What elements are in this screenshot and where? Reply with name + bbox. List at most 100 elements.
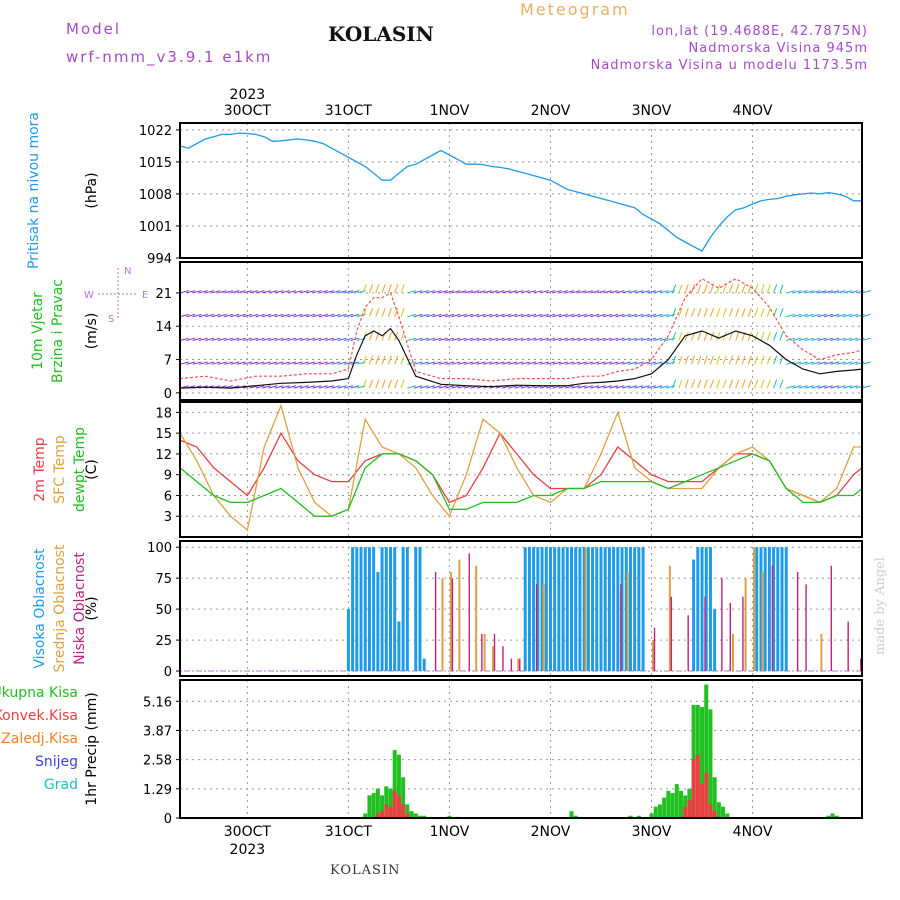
wind-barb (261, 337, 271, 342)
total-precip-bar (384, 786, 389, 818)
high-cloud-bar (544, 547, 548, 672)
wind-barb (728, 331, 733, 341)
low-cloud-bar (481, 633, 483, 672)
x-day-label: 4NOV (733, 824, 773, 840)
wind-barb (861, 337, 871, 342)
wind-barb (533, 337, 543, 342)
wind-barb (192, 290, 202, 294)
wind-barb (728, 355, 733, 365)
precip-legend-label: Snijeg (35, 754, 78, 770)
wind-barb (280, 361, 290, 365)
wind-barb (836, 290, 846, 294)
low-cloud-bar (860, 658, 862, 672)
wind-barb (533, 290, 543, 294)
wind-barb (615, 290, 625, 294)
wind-barb (344, 337, 354, 342)
high-cloud-bar (536, 547, 540, 672)
wind-barb (546, 313, 556, 318)
wind-barb (565, 337, 575, 342)
total-precip-bar (649, 813, 654, 818)
wind-barb (407, 337, 417, 342)
mid-cloud-bar (517, 658, 520, 672)
high-cloud-bar (532, 547, 536, 672)
wind-barb (773, 379, 778, 389)
wind-barb (615, 313, 625, 318)
wind-barb (318, 290, 328, 294)
wind-barb (773, 331, 778, 341)
wind-barb (350, 313, 360, 318)
wind-barb (438, 361, 448, 365)
y-tick-label: 2.58 (143, 754, 172, 769)
wind-barb (798, 290, 808, 294)
wind-barb (280, 385, 290, 389)
wind-barb (224, 290, 234, 294)
y-tick-label: 14 (155, 320, 172, 335)
wind-barb (438, 337, 448, 342)
total-precip-bar (708, 709, 713, 818)
wind-barb (539, 361, 549, 365)
compass-w: W (84, 290, 94, 301)
wind-barb (621, 361, 631, 365)
precip-legend-label: Zaledj.Kisa (1, 731, 78, 747)
wind-barb (590, 313, 600, 318)
wind-barb (684, 284, 689, 294)
y-tick-label: 100 (147, 541, 172, 556)
wind-barb (261, 385, 271, 389)
wind-barb (773, 355, 778, 365)
conv-precip-bar (712, 811, 717, 818)
wind-barb (659, 385, 669, 389)
y-tick-label: 0 (164, 665, 172, 680)
unit-label: 1hr Precip (mm) (84, 692, 100, 805)
total-precip-bar (405, 804, 410, 818)
wind-barb (647, 313, 657, 318)
wind-barb (495, 361, 505, 365)
wind-barb (527, 385, 537, 389)
wind-barb (684, 308, 689, 317)
compass-e: E (142, 290, 148, 301)
wind-barb (280, 337, 290, 342)
elevation-label: Nadmorska Visina 945m (688, 41, 868, 56)
wind-barb (217, 361, 227, 365)
wind-barb (842, 313, 852, 318)
wind-barb (217, 337, 227, 342)
wind-barb (375, 355, 380, 365)
wind-barb (716, 379, 721, 389)
wind-barb (457, 313, 467, 318)
wind-barb (571, 313, 581, 318)
model-name: wrf-nmm_v3.9.1 e1km (66, 48, 273, 66)
wind-barb (318, 385, 328, 389)
wind-barb (558, 290, 568, 294)
wind-barb (747, 331, 752, 341)
wind-barb (344, 290, 354, 294)
panel-frame (179, 679, 863, 819)
x-day-label: 2NOV (531, 103, 571, 119)
wind-barb (640, 290, 650, 294)
panel-pressure: 994 1001 1008 1015 1022 Pritisak na nivou mor… (26, 112, 862, 269)
wind-barb (722, 355, 727, 365)
unit-label: (hPa) (84, 172, 100, 208)
wind-barb (179, 290, 189, 294)
wind-barb (621, 337, 631, 342)
wind-barb (445, 337, 455, 342)
wind-barb (640, 313, 650, 318)
compass-n: N (124, 266, 131, 277)
total-precip-bar (363, 813, 368, 818)
wind-barb (634, 361, 644, 365)
wind-barb (811, 313, 821, 318)
high-cloud-bar (784, 547, 788, 672)
wind-barb (747, 284, 752, 294)
wind-barb (508, 290, 518, 294)
wind-barb (236, 361, 246, 365)
wind-barb (577, 313, 587, 318)
wind-barbs (179, 284, 871, 389)
wind-barb (362, 379, 367, 389)
wind-barb (628, 290, 638, 294)
total-precip-bar (666, 790, 671, 818)
wind-barb (628, 337, 638, 342)
panel-label: Pritisak na nivou mora (26, 112, 42, 269)
wind-barb (722, 379, 727, 389)
total-precip-bar (573, 815, 578, 818)
wind-barb (805, 385, 814, 389)
wind-barb (445, 313, 455, 318)
wind-barb (552, 290, 562, 294)
